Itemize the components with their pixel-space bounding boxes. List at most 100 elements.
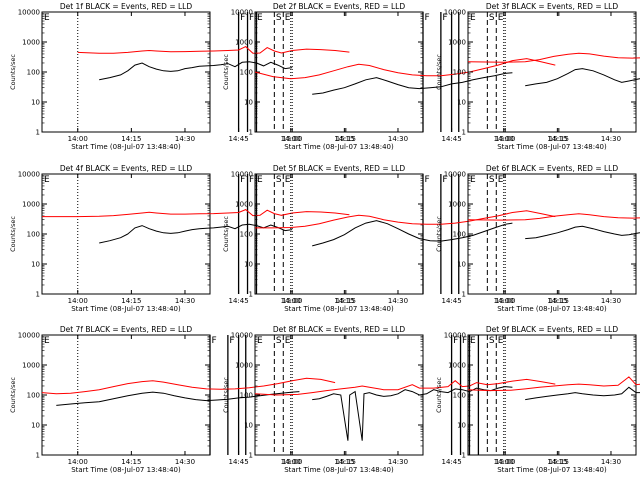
marker-label: E [285, 13, 291, 23]
y-tick-label: 10000 [231, 332, 253, 340]
y-tick-label: 100 [453, 231, 466, 239]
marker-label: S [276, 175, 282, 185]
marker-label: E [498, 13, 504, 23]
marker-label: S [276, 336, 282, 346]
x-tick-label: 14:15 [547, 458, 567, 466]
series-line-lld [254, 58, 556, 80]
plot-frame [41, 173, 211, 295]
plot-frame [41, 334, 211, 456]
marker-label: F [240, 175, 245, 185]
x-tick-label: 15:00 [282, 135, 302, 143]
y-axis-label: Counts/sec [435, 377, 443, 413]
x-axis-label: Start Time (08-Jul-07 13:48:40) [497, 305, 607, 313]
y-tick-label: 1000 [448, 39, 466, 47]
marker-label: E [257, 336, 263, 346]
x-tick-label: 14:45 [442, 135, 462, 143]
x-tick-label: 14:15 [334, 297, 354, 305]
x-tick-label: 14:15 [547, 135, 567, 143]
y-tick-label: 10000 [18, 171, 40, 179]
x-tick-label: 14:00 [281, 135, 301, 143]
marker-label: F [462, 336, 467, 346]
marker-label: S [489, 175, 495, 185]
x-tick-label: 14:15 [334, 458, 354, 466]
y-tick-label: 100 [240, 69, 253, 77]
panel-7: Det 7f BLACK = Events, RED = LLD 1 10 100 10… [9, 325, 356, 474]
x-tick-label: 15:00 [282, 297, 302, 305]
panel-2: Det 2f BLACK = Events, RED = LLD 1 10 100 10… [222, 2, 569, 151]
x-tick-label: 15:15 [549, 297, 569, 305]
series-line-lld [255, 210, 556, 229]
marker-label: E [44, 13, 50, 23]
x-tick-label: 14:45 [442, 297, 462, 305]
y-tick-label: 1000 [22, 201, 40, 209]
y-axis-label: Counts/sec [435, 54, 443, 90]
y-tick-label: 1 [462, 452, 466, 460]
series-line-lld [467, 52, 640, 63]
x-tick-label: 14:30 [175, 135, 195, 143]
x-tick-label: 14:45 [442, 458, 462, 466]
x-tick-label: 14:15 [547, 297, 567, 305]
panel-title: Det 5f BLACK = Events, RED = LLD [273, 164, 406, 173]
y-tick-label: 1000 [448, 362, 466, 370]
y-tick-label: 10 [31, 261, 40, 269]
x-tick-label: 15:15 [336, 135, 356, 143]
y-tick-label: 1000 [22, 362, 40, 370]
series-line-lld [254, 378, 556, 396]
y-tick-label: 1000 [448, 201, 466, 209]
y-axis-label: Counts/sec [222, 216, 230, 252]
x-tick-label: 15:00 [282, 458, 302, 466]
marker-label: F [425, 13, 430, 23]
y-tick-label: 1000 [235, 362, 253, 370]
panel-title: Det 8f BLACK = Events, RED = LLD [273, 325, 406, 334]
y-tick-label: 10000 [444, 332, 466, 340]
x-axis-label: Start Time (08-Jul-07 13:48:40) [497, 143, 607, 151]
x-tick-label: 14:30 [175, 458, 195, 466]
y-tick-label: 1000 [22, 39, 40, 47]
x-tick-label: 14:45 [229, 458, 249, 466]
x-tick-label: 14:30 [175, 297, 195, 305]
y-tick-label: 10000 [444, 9, 466, 17]
marker-label: F [212, 336, 217, 346]
y-axis-label: Counts/sec [222, 54, 230, 90]
y-tick-label: 10000 [231, 171, 253, 179]
x-tick-label: 14:30 [601, 458, 621, 466]
plot-frame [254, 11, 424, 133]
panel-3: Det 3f BLACK = Events, RED = LLD 1 10 100 10… [435, 2, 640, 151]
x-axis-label: Start Time (08-Jul-07 13:48:40) [284, 305, 394, 313]
y-tick-label: 1 [462, 291, 466, 299]
series-line-events [56, 391, 300, 406]
series-line-events [99, 223, 293, 244]
x-axis-label: Start Time (08-Jul-07 13:48:40) [284, 143, 394, 151]
marker-label: E [285, 336, 291, 346]
marker-label: F [453, 336, 458, 346]
y-tick-label: 10000 [231, 9, 253, 17]
y-tick-label: 100 [27, 69, 40, 77]
marker-label: F [240, 13, 245, 23]
x-tick-label: 14:00 [281, 458, 301, 466]
y-tick-label: 1 [36, 452, 40, 460]
x-tick-label: 14:00 [68, 135, 88, 143]
y-tick-label: 1 [249, 129, 253, 137]
panel-title: Det 1f BLACK = Events, RED = LLD [60, 2, 193, 11]
y-tick-label: 10 [31, 422, 40, 430]
x-axis-label: Start Time (08-Jul-07 13:48:40) [284, 466, 394, 474]
marker-label: E [498, 175, 504, 185]
marker-label: E [498, 336, 504, 346]
y-tick-label: 100 [27, 392, 40, 400]
marker-label: F [249, 175, 254, 185]
series-line-events [99, 61, 293, 81]
series-line-lld [467, 213, 640, 221]
marker-label: E [470, 336, 476, 346]
y-tick-label: 10 [244, 261, 253, 269]
panel-title: Det 6f BLACK = Events, RED = LLD [486, 164, 619, 173]
x-tick-label: 14:15 [334, 135, 354, 143]
y-axis-label: Counts/sec [435, 216, 443, 252]
y-tick-label: 1000 [235, 201, 253, 209]
x-tick-label: 15:15 [336, 458, 356, 466]
x-tick-label: 14:45 [229, 297, 249, 305]
panel-1: Det 1f BLACK = Events, RED = LLD 1 10 100 10… [9, 2, 356, 151]
y-tick-label: 10000 [18, 332, 40, 340]
x-tick-label: 14:15 [121, 297, 141, 305]
series-line-lld [42, 209, 350, 218]
